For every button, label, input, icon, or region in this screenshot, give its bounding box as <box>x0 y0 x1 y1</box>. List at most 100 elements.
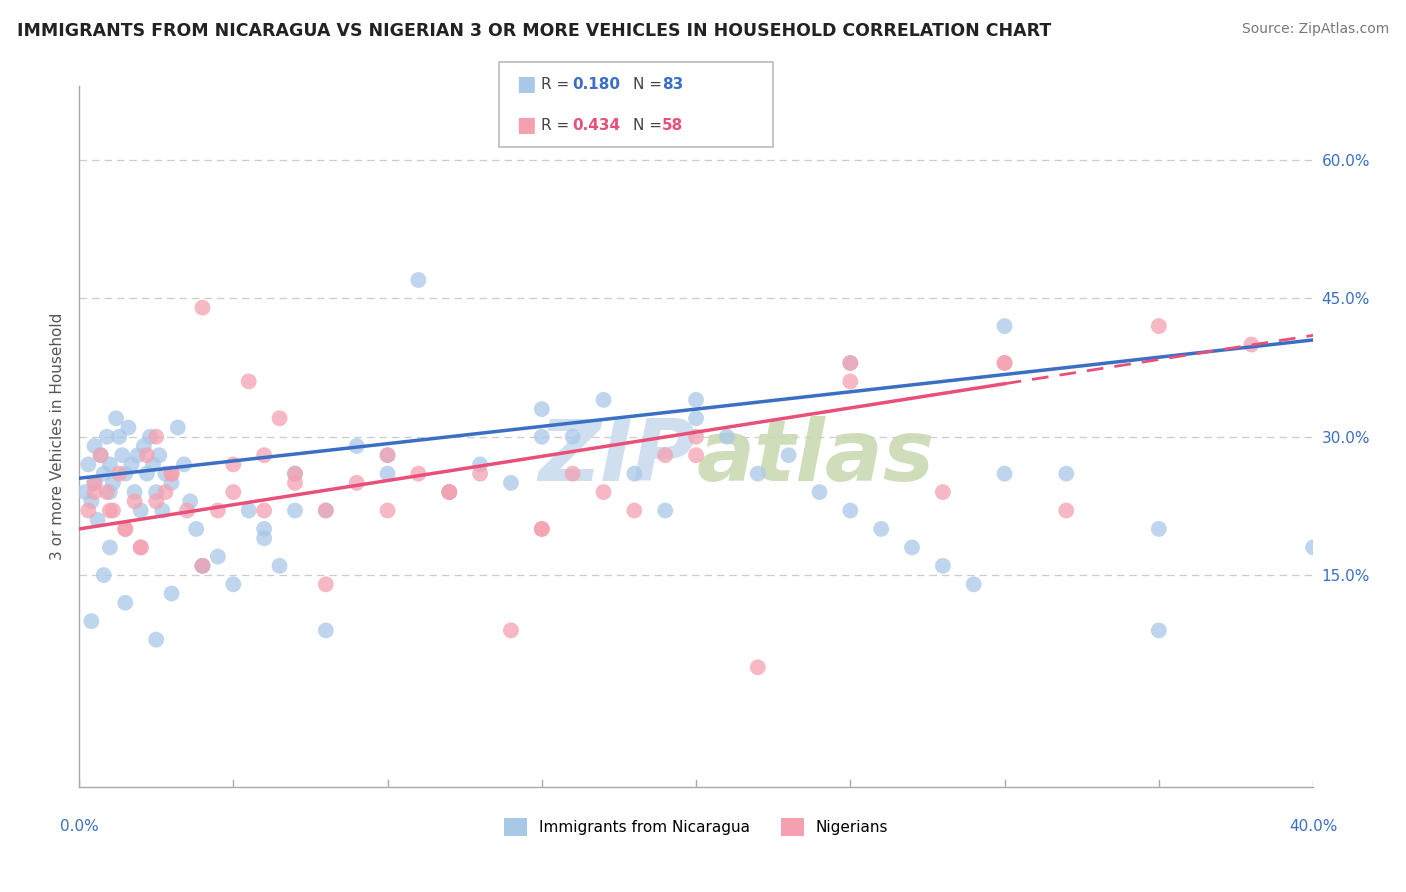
Text: N =: N = <box>633 118 666 133</box>
Point <box>117 420 139 434</box>
Point <box>111 448 134 462</box>
Point <box>839 356 862 370</box>
Point <box>160 467 183 481</box>
Point <box>186 522 208 536</box>
Point <box>439 485 461 500</box>
Point <box>623 503 645 517</box>
Point <box>191 558 214 573</box>
Point <box>839 503 862 517</box>
Point <box>408 467 430 481</box>
Point <box>238 503 260 517</box>
Point <box>166 420 188 434</box>
Text: 0.0%: 0.0% <box>59 820 98 834</box>
Point <box>160 475 183 490</box>
Point <box>408 273 430 287</box>
Point <box>778 448 800 462</box>
Point <box>685 392 707 407</box>
Point <box>685 448 707 462</box>
Point <box>83 439 105 453</box>
Point <box>179 494 201 508</box>
Point <box>439 485 461 500</box>
Point <box>108 467 131 481</box>
Point <box>135 467 157 481</box>
Point <box>932 485 955 500</box>
Point <box>530 522 553 536</box>
Point <box>150 503 173 517</box>
Point <box>96 485 118 500</box>
Text: 0.180: 0.180 <box>572 77 620 92</box>
Point <box>377 503 399 517</box>
Point <box>315 577 337 591</box>
Point <box>839 375 862 389</box>
Point <box>1147 319 1170 334</box>
Point <box>1054 467 1077 481</box>
Point <box>499 624 522 638</box>
Point <box>129 503 152 517</box>
Text: ■: ■ <box>516 115 536 136</box>
Point <box>114 596 136 610</box>
Point <box>145 494 167 508</box>
Text: ZIP: ZIP <box>538 417 696 500</box>
Point <box>993 319 1015 334</box>
Point <box>284 467 307 481</box>
Point <box>716 430 738 444</box>
Point <box>207 549 229 564</box>
Point <box>993 467 1015 481</box>
Point <box>148 448 170 462</box>
Point <box>90 448 112 462</box>
Text: 0.434: 0.434 <box>572 118 620 133</box>
Point <box>132 439 155 453</box>
Point <box>592 392 614 407</box>
Point <box>685 411 707 425</box>
Point <box>530 402 553 417</box>
Point <box>114 467 136 481</box>
Point <box>1147 624 1170 638</box>
Point <box>963 577 986 591</box>
Point <box>238 375 260 389</box>
Point <box>468 467 491 481</box>
Point <box>222 485 245 500</box>
Point <box>530 430 553 444</box>
Point <box>1054 503 1077 517</box>
Point <box>129 541 152 555</box>
Point <box>561 467 583 481</box>
Point <box>114 522 136 536</box>
Point <box>932 558 955 573</box>
Point <box>747 660 769 674</box>
Point <box>90 448 112 462</box>
Point <box>98 458 121 472</box>
Point <box>468 458 491 472</box>
Point <box>222 577 245 591</box>
Point <box>105 411 128 425</box>
Point <box>269 411 291 425</box>
Point <box>98 503 121 517</box>
Point <box>75 485 97 500</box>
Point <box>173 458 195 472</box>
Point <box>346 475 368 490</box>
Point <box>253 522 276 536</box>
Point <box>346 439 368 453</box>
Point <box>160 467 183 481</box>
Text: N =: N = <box>633 77 666 92</box>
Point <box>155 485 177 500</box>
Point <box>377 448 399 462</box>
Text: IMMIGRANTS FROM NICARAGUA VS NIGERIAN 3 OR MORE VEHICLES IN HOUSEHOLD CORRELATIO: IMMIGRANTS FROM NICARAGUA VS NIGERIAN 3 … <box>17 22 1052 40</box>
Text: ■: ■ <box>516 74 536 95</box>
Point <box>93 467 115 481</box>
Point <box>561 430 583 444</box>
Point <box>127 448 149 462</box>
Point <box>592 485 614 500</box>
Point <box>83 485 105 500</box>
Point <box>870 522 893 536</box>
Point <box>315 503 337 517</box>
Point <box>135 448 157 462</box>
Point <box>284 475 307 490</box>
Point <box>77 458 100 472</box>
Point <box>101 503 124 517</box>
Point <box>654 503 676 517</box>
Text: 83: 83 <box>662 77 683 92</box>
Point <box>1147 522 1170 536</box>
Point <box>901 541 924 555</box>
Point <box>191 558 214 573</box>
Point <box>623 467 645 481</box>
